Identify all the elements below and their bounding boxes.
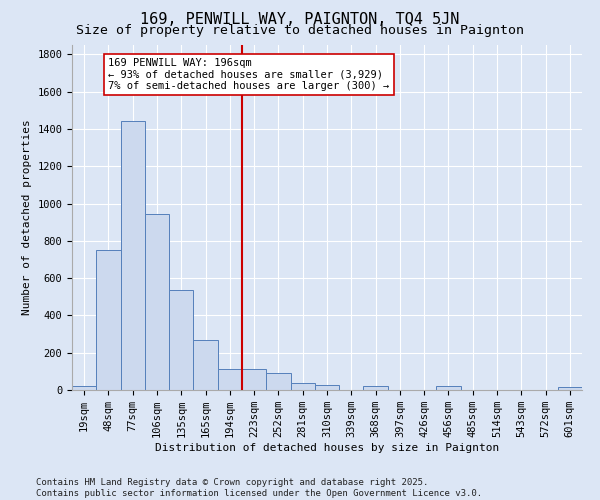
Bar xyxy=(193,340,218,390)
Text: 169 PENWILL WAY: 196sqm
← 93% of detached houses are smaller (3,929)
7% of semi-: 169 PENWILL WAY: 196sqm ← 93% of detache… xyxy=(109,58,389,92)
X-axis label: Distribution of detached houses by size in Paignton: Distribution of detached houses by size … xyxy=(155,443,499,453)
Bar xyxy=(266,373,290,390)
Bar xyxy=(169,290,193,390)
Bar xyxy=(242,368,266,390)
Bar xyxy=(558,387,582,390)
Bar xyxy=(315,386,339,390)
Y-axis label: Number of detached properties: Number of detached properties xyxy=(22,120,32,316)
Bar xyxy=(218,368,242,390)
Bar xyxy=(121,122,145,390)
Bar xyxy=(364,386,388,390)
Text: Contains HM Land Registry data © Crown copyright and database right 2025.
Contai: Contains HM Land Registry data © Crown c… xyxy=(36,478,482,498)
Bar xyxy=(72,386,96,390)
Bar xyxy=(436,386,461,390)
Bar xyxy=(145,214,169,390)
Text: Size of property relative to detached houses in Paignton: Size of property relative to detached ho… xyxy=(76,24,524,37)
Bar xyxy=(290,382,315,390)
Text: 169, PENWILL WAY, PAIGNTON, TQ4 5JN: 169, PENWILL WAY, PAIGNTON, TQ4 5JN xyxy=(140,12,460,28)
Bar xyxy=(96,250,121,390)
